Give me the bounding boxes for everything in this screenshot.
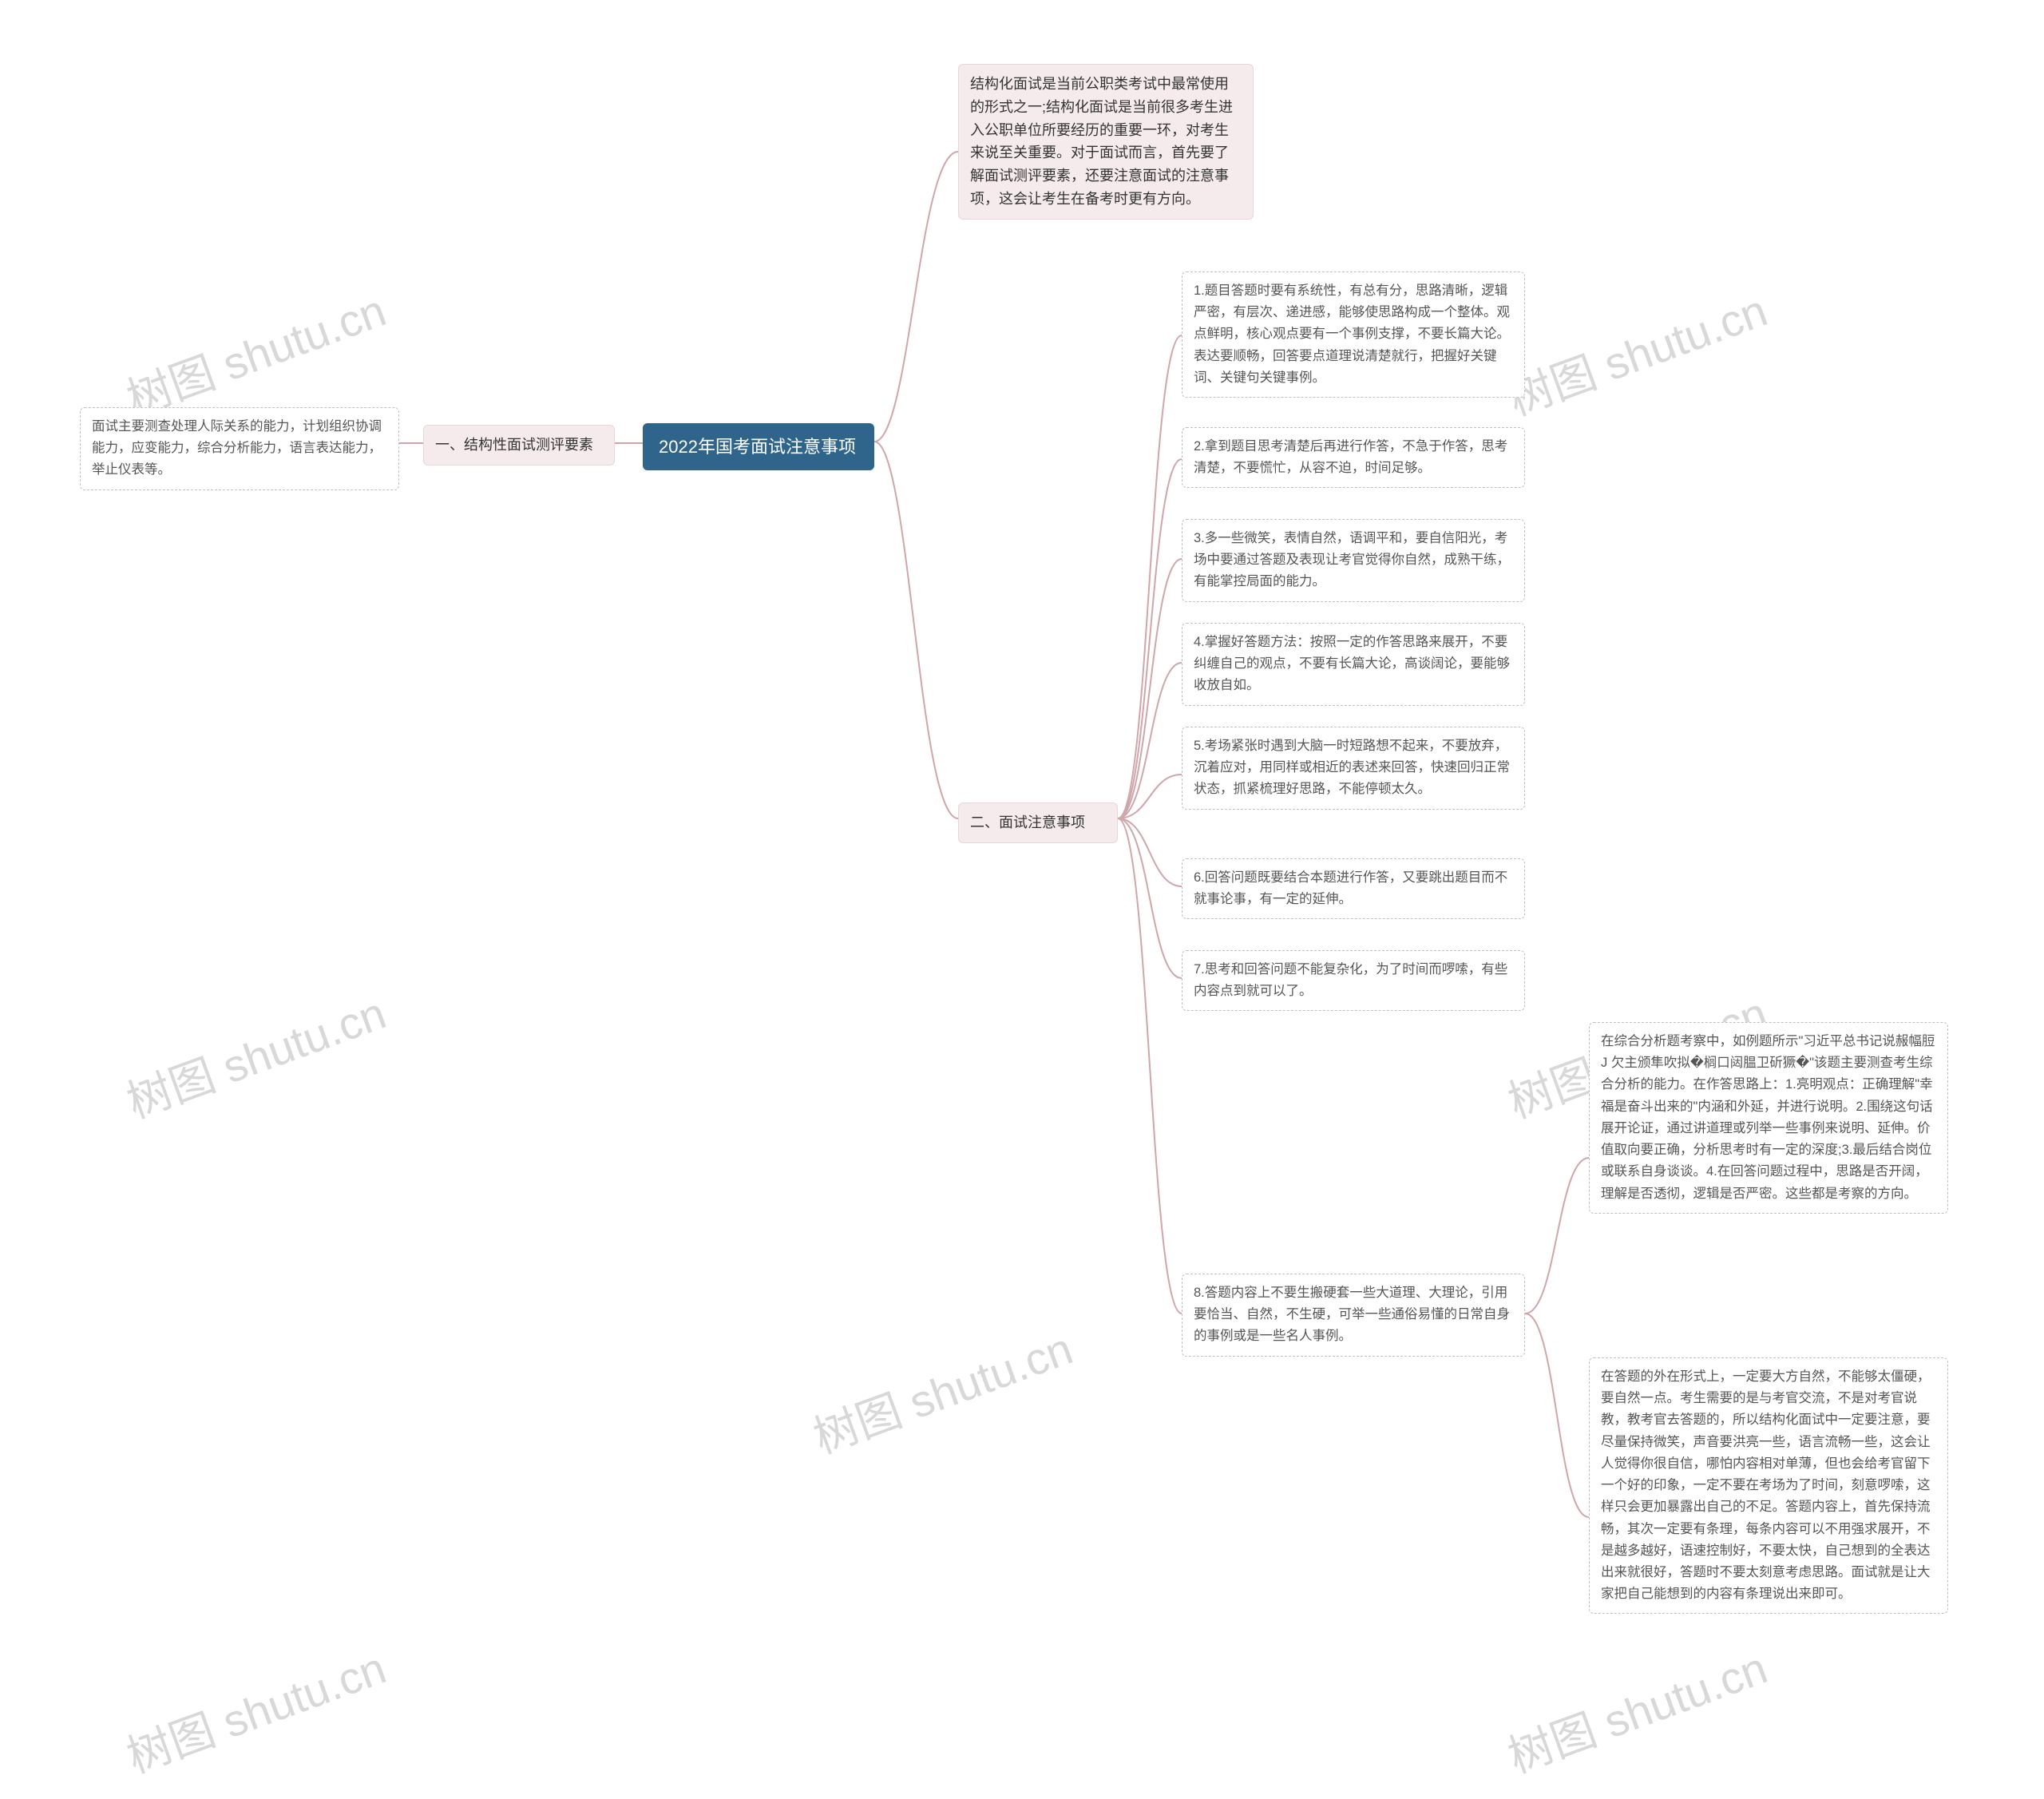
note-item-8: 8.答题内容上不要生搬硬套一些大道理、大理论，引用要恰当、自然，不生硬，可举一些… [1182,1274,1525,1357]
watermark: 树图 shutu.cn [117,1632,394,1785]
note-item-5: 5.考场紧张时遇到大脑一时短路想不起来，不要放弃，沉着应对，用同样或相近的表述来… [1182,727,1525,810]
note-item-8-sub-2: 在答题的外在形式上，一定要大方自然，不能够太僵硬，要自然一点。考生需要的是与考官… [1589,1357,1948,1614]
note-item-6: 6.回答问题既要结合本题进行作答，又要跳出题目而不就事论事，有一定的延伸。 [1182,858,1525,919]
connector [1118,459,1182,818]
connector [1118,559,1182,818]
note-item-7: 7.思考和回答问题不能复杂化，为了时间而啰嗦，有些内容点到就可以了。 [1182,950,1525,1011]
mindmap-canvas: 树图 shutu.cn 树图 shutu.cn 树图 shutu.cn 树图 s… [0,0,2044,1799]
note-item-1: 1.题目答题时要有系统性，有总有分，思路清晰，逻辑严密，有层次、递进感，能够使思… [1182,271,1525,398]
note-item-4: 4.掌握好答题方法：按照一定的作答思路来展开，不要纠缠自己的观点，不要有长篇大论… [1182,623,1525,706]
watermark: 树图 shutu.cn [803,1313,1080,1466]
branch-structural-elements[interactable]: 一、结构性面试测评要素 [423,425,615,466]
connector [1118,335,1182,818]
connector [1525,1158,1589,1314]
connector [1118,818,1182,1314]
watermark: 树图 shutu.cn [1498,275,1775,428]
root-node[interactable]: 2022年国考面试注意事项 [643,423,874,470]
leaf-structural-elements-desc: 面试主要测查处理人际关系的能力，计划组织协调能力，应变能力，综合分析能力，语言表… [80,407,399,490]
connector [1118,818,1182,978]
connector [1118,663,1182,818]
connector [874,152,958,442]
note-item-8-sub-1: 在综合分析题考察中，如例题所示"习近平总书记说赧幅脰 J 欠主颁隼吹拟�榈口闼腽… [1589,1022,1948,1214]
branch-interview-notes[interactable]: 二、面试注意事项 [958,802,1118,843]
note-item-3: 3.多一些微笑，表情自然，语调平和，要自信阳光，考场中要通过答题及表现让考官觉得… [1182,519,1525,602]
note-item-2: 2.拿到题目思考清楚后再进行作答，不急于作答，思考清楚，不要慌忙，从容不迫，时间… [1182,427,1525,488]
intro-block: 结构化面试是当前公职类考试中最常使用的形式之一;结构化面试是当前很多考生进入公职… [958,64,1254,220]
watermark: 树图 shutu.cn [117,275,394,428]
watermark: 树图 shutu.cn [117,977,394,1131]
connector [874,442,958,818]
connector [1525,1314,1589,1517]
connector [1118,818,1182,886]
connector [1118,775,1182,818]
watermark: 树图 shutu.cn [1498,1632,1775,1785]
